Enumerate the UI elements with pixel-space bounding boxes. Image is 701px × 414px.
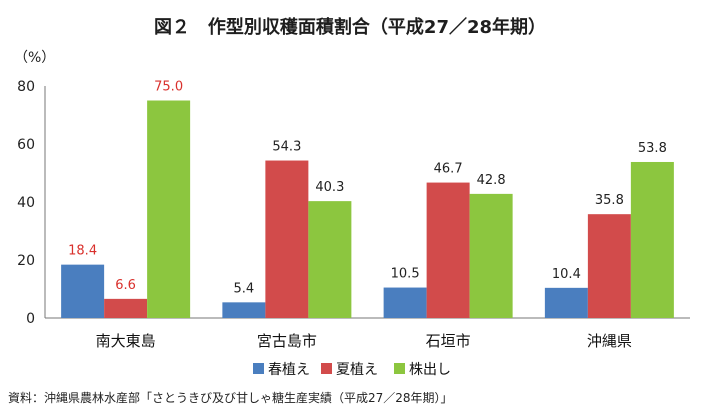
data-label: 10.4 [552,267,581,282]
legend-swatch [394,363,405,374]
legend: 春植え 夏植え 株出し [253,362,451,378]
legend-label: 夏植え [336,362,378,378]
y-tick-label: 40 [17,195,35,211]
bar [383,287,427,318]
legend-label: 株出し [409,362,451,378]
legend-label: 春植え [268,362,310,378]
chart-title: 図２ 作型別収穫面積割合（平成27／28年期） [154,16,546,38]
category-label: 沖縄県 [587,332,632,350]
bar [147,100,191,318]
category-labels: 南大東島 宮古島市 石垣市 沖縄県 [96,332,632,350]
category-label: 石垣市 [426,332,471,350]
y-tick-label: 60 [17,137,35,153]
data-label: 6.6 [115,278,136,293]
legend-swatch [321,363,332,374]
data-label: 40.3 [315,180,344,195]
bar [104,298,148,318]
category-label: 南大東島 [96,332,156,350]
category-label: 宮古島市 [257,332,317,350]
bar [61,264,105,318]
bar [265,160,309,318]
bar [308,201,352,318]
bars [61,100,674,318]
bar [630,161,674,318]
bar [587,214,631,318]
y-tick-label: 0 [26,311,35,327]
bar [469,193,513,318]
y-tick-label: 80 [17,79,35,95]
data-label: 75.0 [154,80,183,95]
source-note: 資料：沖縄県農林水産部「さとうきび及び甘しゃ糖生産実績（平成27／28年期）」 [8,390,453,405]
y-tick-label: 20 [17,253,35,269]
legend-swatch [253,363,264,374]
y-unit-label: （%） [14,50,55,66]
data-label: 5.4 [234,281,255,296]
data-label: 10.5 [391,267,420,282]
data-label: 18.4 [68,244,97,259]
bar [426,182,470,318]
data-label: 53.8 [638,141,667,156]
bar [544,287,588,318]
bar [222,302,266,318]
data-label: 42.8 [477,173,506,188]
data-label: 54.3 [272,140,301,155]
data-label: 46.7 [434,162,463,177]
data-labels: 18.4 6.6 75.0 5.4 54.3 40.3 10.5 46.7 42.8 10.4 35… [68,80,667,297]
data-label: 35.8 [595,193,624,208]
